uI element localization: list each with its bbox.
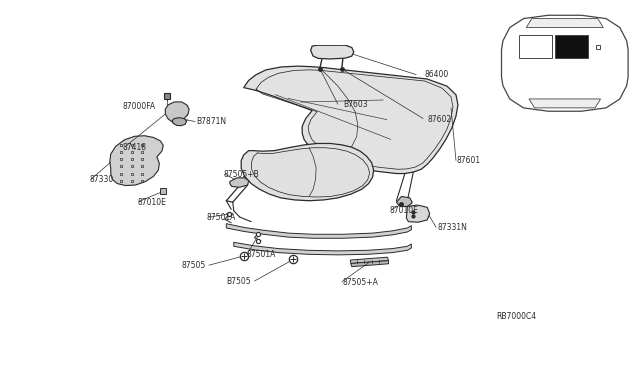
Text: 87010E: 87010E: [390, 206, 419, 215]
Text: 87418: 87418: [122, 143, 146, 152]
Text: 86400: 86400: [425, 70, 449, 79]
Polygon shape: [350, 257, 388, 263]
Polygon shape: [172, 118, 187, 126]
Text: 87501A: 87501A: [246, 250, 276, 259]
Text: B7603: B7603: [343, 100, 367, 109]
Polygon shape: [244, 66, 458, 173]
Text: 87331N: 87331N: [437, 224, 467, 232]
Text: 87601: 87601: [457, 156, 481, 165]
Text: 87505: 87505: [182, 261, 206, 270]
Text: 87010E: 87010E: [137, 198, 166, 207]
Polygon shape: [406, 205, 429, 222]
Polygon shape: [165, 102, 189, 122]
Polygon shape: [526, 19, 604, 28]
Text: 87602: 87602: [428, 115, 451, 124]
Polygon shape: [396, 196, 412, 206]
Polygon shape: [310, 45, 354, 59]
Text: B7505: B7505: [227, 277, 251, 286]
Text: RB7000C4: RB7000C4: [497, 312, 537, 321]
Bar: [555, 35, 588, 58]
Polygon shape: [227, 224, 412, 238]
Text: 87505+A: 87505+A: [343, 279, 379, 288]
Polygon shape: [529, 99, 600, 108]
Polygon shape: [351, 261, 388, 267]
Text: 87000FA: 87000FA: [122, 102, 156, 111]
Polygon shape: [230, 178, 249, 187]
Bar: [520, 35, 552, 58]
Polygon shape: [241, 144, 374, 201]
Polygon shape: [234, 242, 412, 255]
Text: B7871N: B7871N: [196, 118, 227, 126]
Text: 87501A: 87501A: [207, 214, 236, 222]
Text: 87330: 87330: [90, 175, 114, 184]
Text: 87505+B: 87505+B: [224, 170, 260, 179]
Polygon shape: [110, 136, 163, 186]
